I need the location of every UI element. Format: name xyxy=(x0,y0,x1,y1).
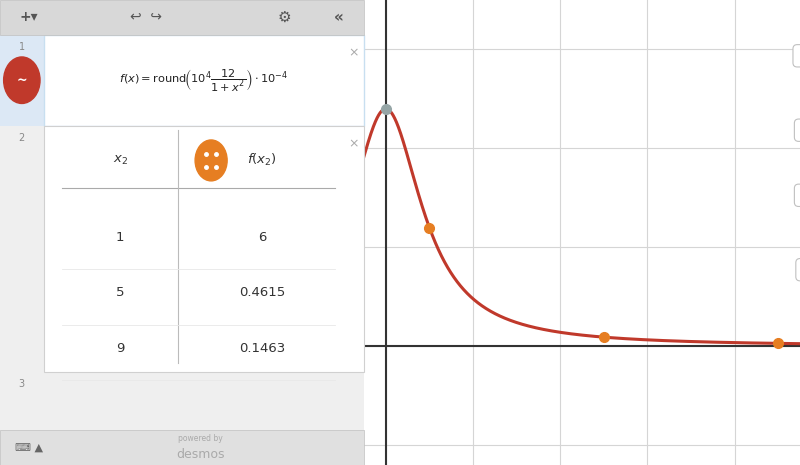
FancyBboxPatch shape xyxy=(44,35,364,126)
Text: 1: 1 xyxy=(18,42,25,52)
FancyBboxPatch shape xyxy=(0,372,364,430)
Text: ↩  ↪: ↩ ↪ xyxy=(130,10,162,25)
Text: +: + xyxy=(798,123,800,137)
Text: 0.1463: 0.1463 xyxy=(239,342,286,355)
FancyBboxPatch shape xyxy=(44,126,364,372)
FancyBboxPatch shape xyxy=(0,126,44,372)
Text: $f(x)=\mathrm{round}\!\left(10^{4}\dfrac{12}{1+x^{2}}\right)\cdot10^{-4}$: $f(x)=\mathrm{round}\!\left(10^{4}\dfrac… xyxy=(119,67,289,93)
FancyBboxPatch shape xyxy=(0,430,364,465)
Text: $\mathbf{\mathsf{\nearrow}}$: $\mathbf{\mathsf{\nearrow}}$ xyxy=(797,49,800,63)
FancyBboxPatch shape xyxy=(0,0,364,35)
Text: 0.4615: 0.4615 xyxy=(239,286,286,299)
Text: «: « xyxy=(334,10,343,25)
Text: 6: 6 xyxy=(258,231,266,244)
FancyBboxPatch shape xyxy=(0,35,44,126)
Text: −: − xyxy=(798,188,800,202)
Text: 2: 2 xyxy=(18,133,25,143)
Circle shape xyxy=(195,140,227,181)
Circle shape xyxy=(4,57,40,104)
Text: ×: × xyxy=(348,46,358,60)
Text: ⌨ ▲: ⌨ ▲ xyxy=(15,442,43,452)
Text: $f(x_2)$: $f(x_2)$ xyxy=(247,153,277,168)
Text: ×: × xyxy=(348,137,358,150)
Text: ~: ~ xyxy=(17,74,27,86)
Text: $x_2$: $x_2$ xyxy=(113,154,128,167)
Text: 9: 9 xyxy=(116,342,124,355)
Text: +▾: +▾ xyxy=(20,10,38,25)
Text: powered by: powered by xyxy=(178,434,222,444)
Text: 3: 3 xyxy=(18,379,25,389)
Text: 5: 5 xyxy=(116,286,124,299)
Text: desmos: desmos xyxy=(176,448,225,461)
Text: 1: 1 xyxy=(116,231,124,244)
Text: ⚙: ⚙ xyxy=(277,10,290,25)
